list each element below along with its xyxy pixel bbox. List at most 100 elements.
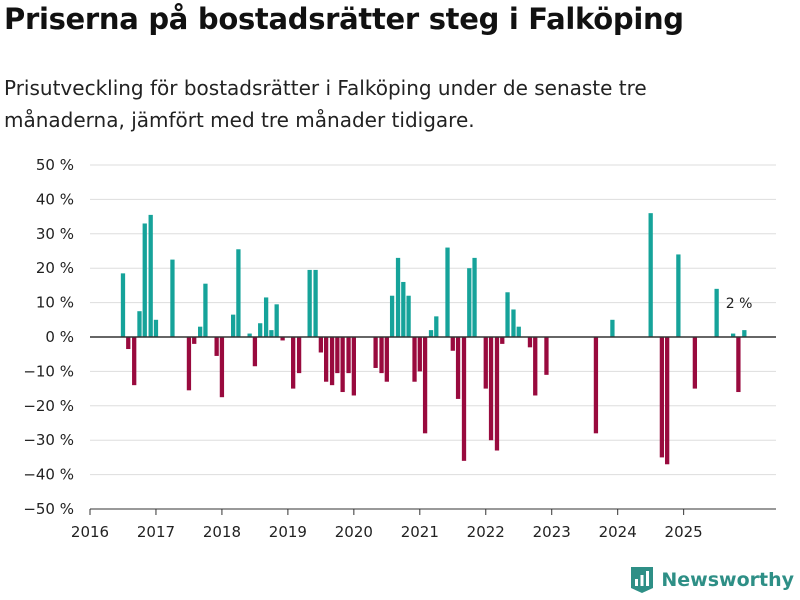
data-label: 2 %	[726, 296, 753, 312]
bar	[280, 337, 285, 341]
bar	[274, 304, 279, 337]
bar	[258, 323, 263, 337]
bar	[665, 337, 670, 465]
bar	[659, 337, 665, 458]
x-tick-label: 2023	[533, 523, 571, 541]
bar	[676, 254, 681, 337]
bar	[401, 281, 406, 337]
bar	[461, 337, 467, 461]
bar	[247, 333, 252, 337]
bar	[472, 257, 477, 337]
bar	[434, 316, 439, 337]
bar	[252, 337, 258, 367]
bar	[384, 337, 389, 382]
bar	[730, 333, 736, 337]
bar	[346, 337, 351, 374]
bar	[417, 337, 422, 372]
bar	[422, 337, 428, 434]
x-tick-label: 2025	[665, 523, 703, 541]
y-tick-label: −40 %	[23, 466, 74, 484]
y-tick-label: −50 %	[23, 500, 74, 518]
bar	[500, 337, 505, 344]
bar	[714, 288, 719, 337]
bar	[186, 337, 192, 391]
bar	[505, 292, 510, 337]
brand-name: Newsworthy	[661, 569, 794, 591]
bar	[736, 337, 741, 393]
bar	[148, 214, 153, 337]
bar	[192, 337, 197, 344]
x-tick-label: 2021	[401, 523, 439, 541]
bar	[527, 337, 533, 348]
bar	[236, 249, 241, 337]
x-tick-label: 2019	[269, 523, 307, 541]
y-tick-label: 40 %	[36, 190, 74, 208]
bar	[170, 259, 175, 337]
x-tick-label: 2022	[467, 523, 505, 541]
bar	[120, 273, 126, 337]
bars	[120, 213, 747, 465]
x-tick-label: 2017	[137, 523, 175, 541]
y-tick-label: −10 %	[23, 362, 74, 380]
bar	[593, 337, 599, 434]
bar	[379, 337, 384, 374]
bar	[340, 337, 345, 393]
bar	[610, 319, 615, 337]
bar	[511, 309, 516, 337]
bar	[742, 330, 747, 337]
chart-title: Priserna på bostadsrätter steg i Falköpi…	[4, 2, 684, 36]
bar	[445, 247, 450, 337]
bar	[323, 337, 329, 382]
axes	[89, 336, 776, 515]
x-tick-label: 2024	[599, 523, 637, 541]
bar	[395, 257, 401, 337]
bar	[455, 337, 461, 399]
bar	[467, 268, 472, 337]
bar	[307, 269, 312, 337]
bar	[335, 337, 340, 374]
bar	[126, 337, 131, 350]
newsworthy-logo[interactable]: Newsworthy	[630, 566, 794, 594]
newsworthy-logo-icon	[631, 567, 654, 593]
bar	[483, 337, 488, 389]
bar	[296, 337, 302, 374]
bar	[351, 337, 356, 396]
bar	[412, 337, 417, 382]
bar	[137, 311, 142, 337]
x-tick-label: 2018	[203, 523, 241, 541]
bar	[214, 337, 219, 356]
bar	[291, 337, 296, 389]
y-tick-label: 30 %	[36, 225, 74, 243]
x-tick-label: 2016	[71, 523, 109, 541]
y-tick-label: 50 %	[36, 156, 74, 174]
bar	[692, 337, 698, 389]
bar	[329, 337, 335, 386]
bar	[450, 337, 455, 351]
bar	[153, 319, 159, 337]
bar	[648, 213, 653, 337]
bar	[203, 283, 208, 337]
bar	[230, 314, 236, 337]
y-tick-label: −30 %	[23, 431, 74, 449]
bar	[132, 337, 137, 386]
bar	[198, 326, 203, 337]
bar	[142, 223, 147, 337]
bar	[494, 337, 500, 451]
bar	[263, 297, 269, 337]
bar	[373, 337, 378, 368]
bar	[269, 330, 274, 337]
y-tick-label: −20 %	[23, 397, 74, 415]
bar	[219, 337, 225, 398]
bar	[318, 337, 324, 353]
x-tick-label: 2020	[335, 523, 373, 541]
y-tick-label: 20 %	[36, 259, 74, 277]
bar	[544, 337, 549, 375]
bar	[516, 326, 521, 337]
chart-subtitle: Prisutveckling för bostadsrätter i Falkö…	[4, 76, 647, 132]
y-tick-label: 0 %	[45, 328, 74, 346]
bar	[313, 269, 318, 337]
bar	[488, 337, 494, 441]
bar	[428, 330, 434, 337]
bar	[389, 295, 395, 337]
